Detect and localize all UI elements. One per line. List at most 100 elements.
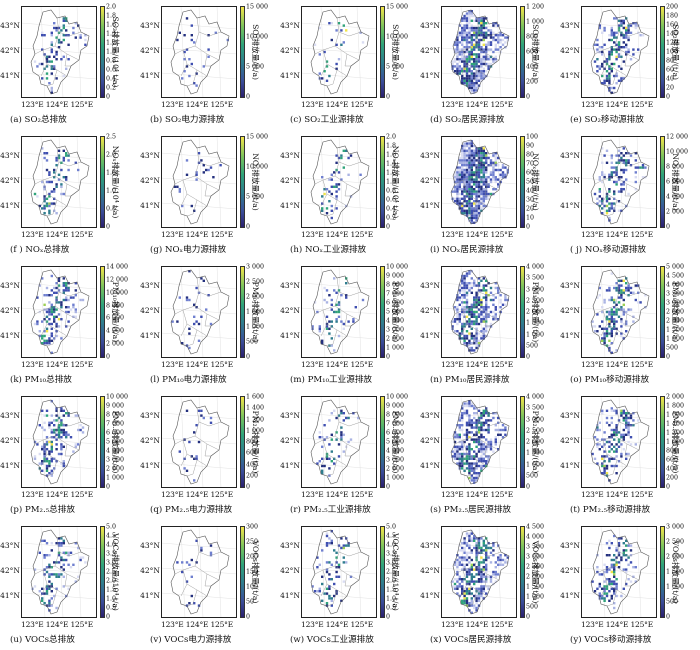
latitude-label: 43°N: [420, 281, 440, 290]
emission-cell: [632, 291, 635, 294]
emission-cell: [45, 339, 49, 342]
emission-cell: [74, 294, 77, 297]
emission-cell: [465, 575, 469, 578]
emission-cell: [354, 306, 357, 309]
graticule-line: [198, 267, 204, 357]
emission-cell: [480, 313, 483, 316]
emission-cell: [361, 298, 365, 302]
colorbar-tick: 50: [526, 178, 535, 186]
emission-cell: [342, 24, 345, 27]
emission-cell: [477, 173, 481, 176]
emission-cell: [485, 419, 488, 422]
emission-cell: [603, 337, 606, 340]
emission-cell: [489, 438, 493, 441]
emission-cell: [603, 82, 606, 85]
emission-cell: [473, 214, 476, 217]
emission-cell: [463, 195, 466, 198]
emission-cell: [463, 469, 466, 472]
emission-cell: [468, 443, 471, 446]
emission-cell: [482, 67, 485, 70]
emission-cell: [50, 289, 53, 292]
emission-cell: [480, 17, 483, 20]
emission-cell: [482, 597, 485, 600]
emission-cell: [50, 445, 53, 448]
emission-cell: [48, 209, 51, 212]
emission-cell: [608, 216, 611, 220]
emission-map: [441, 136, 517, 228]
emission-cell: [601, 457, 604, 460]
emission-cell: [485, 154, 488, 157]
emission-cell: [480, 60, 483, 63]
emission-cell: [473, 77, 476, 80]
city-boundary: [64, 313, 71, 327]
emission-cell: [65, 436, 68, 439]
emission-cell: [475, 41, 478, 44]
emission-cell: [65, 154, 68, 157]
emission-cell: [463, 38, 466, 42]
emission-map: [581, 136, 657, 228]
emission-cell: [504, 558, 507, 562]
emission-cell: [461, 152, 464, 155]
emission-cell: [456, 578, 459, 581]
emission-cell: [461, 180, 464, 184]
emission-cell: [65, 298, 68, 302]
emission-cell: [188, 563, 191, 566]
emission-cell: [461, 568, 464, 571]
emission-cell: [613, 433, 616, 436]
emission-cell: [620, 168, 623, 172]
emission-cell: [482, 72, 485, 75]
emission-cell: [323, 464, 326, 468]
emission-cell: [480, 29, 483, 32]
emission-cell: [50, 457, 53, 460]
emission-cell: [634, 176, 637, 179]
colorbar-tick: 0: [386, 93, 391, 101]
emission-cell: [463, 180, 466, 184]
emission-cell: [41, 445, 44, 448]
emission-cell: [456, 190, 459, 193]
emission-cell: [318, 590, 321, 593]
emission-cell: [489, 546, 493, 550]
emission-cell: [480, 279, 483, 282]
colorbar-tick: 2 500: [666, 538, 685, 546]
emission-cell: [475, 58, 478, 61]
emission-cell: [45, 474, 49, 477]
emission-cell: [473, 537, 476, 540]
emission-cell: [610, 443, 613, 446]
emission-cell: [501, 43, 505, 46]
emission-cell: [494, 154, 497, 157]
emission-cell: [501, 303, 505, 306]
emission-cell: [617, 178, 621, 181]
emission-cell: [43, 443, 46, 446]
emission-cell: [473, 48, 476, 51]
emission-cell: [485, 303, 488, 306]
emission-cell: [627, 424, 630, 427]
city-boundary: [614, 31, 640, 61]
emission-cell: [463, 279, 466, 282]
colorbar-tick: 2.5: [386, 568, 397, 576]
emission-cell: [613, 575, 616, 578]
emission-cell: [620, 289, 623, 292]
emission-cell: [608, 339, 611, 342]
emission-cell: [465, 183, 469, 186]
emission-cell: [330, 320, 333, 323]
emission-cell: [480, 306, 483, 309]
longitude-labels: 123°E 124°E 125°E: [581, 490, 653, 499]
emission-cell: [342, 580, 345, 583]
emission-cell: [461, 277, 464, 280]
emission-cell: [45, 65, 49, 68]
emission-cell: [475, 438, 478, 441]
emission-cell: [50, 34, 53, 37]
emission-cell: [468, 188, 471, 191]
emission-cell: [458, 452, 461, 456]
emission-cell: [461, 70, 464, 73]
city-boundary: [476, 277, 502, 297]
emission-cell: [605, 464, 609, 468]
emission-cell: [38, 284, 41, 287]
emission-cell: [451, 65, 454, 68]
graticule-line: [162, 542, 236, 550]
city-boundary: [476, 17, 502, 37]
emission-cell: [463, 17, 466, 20]
latitude-label: 43°N: [420, 541, 440, 550]
emission-cell: [610, 53, 613, 56]
latitude-label: 42°N: [0, 306, 20, 315]
